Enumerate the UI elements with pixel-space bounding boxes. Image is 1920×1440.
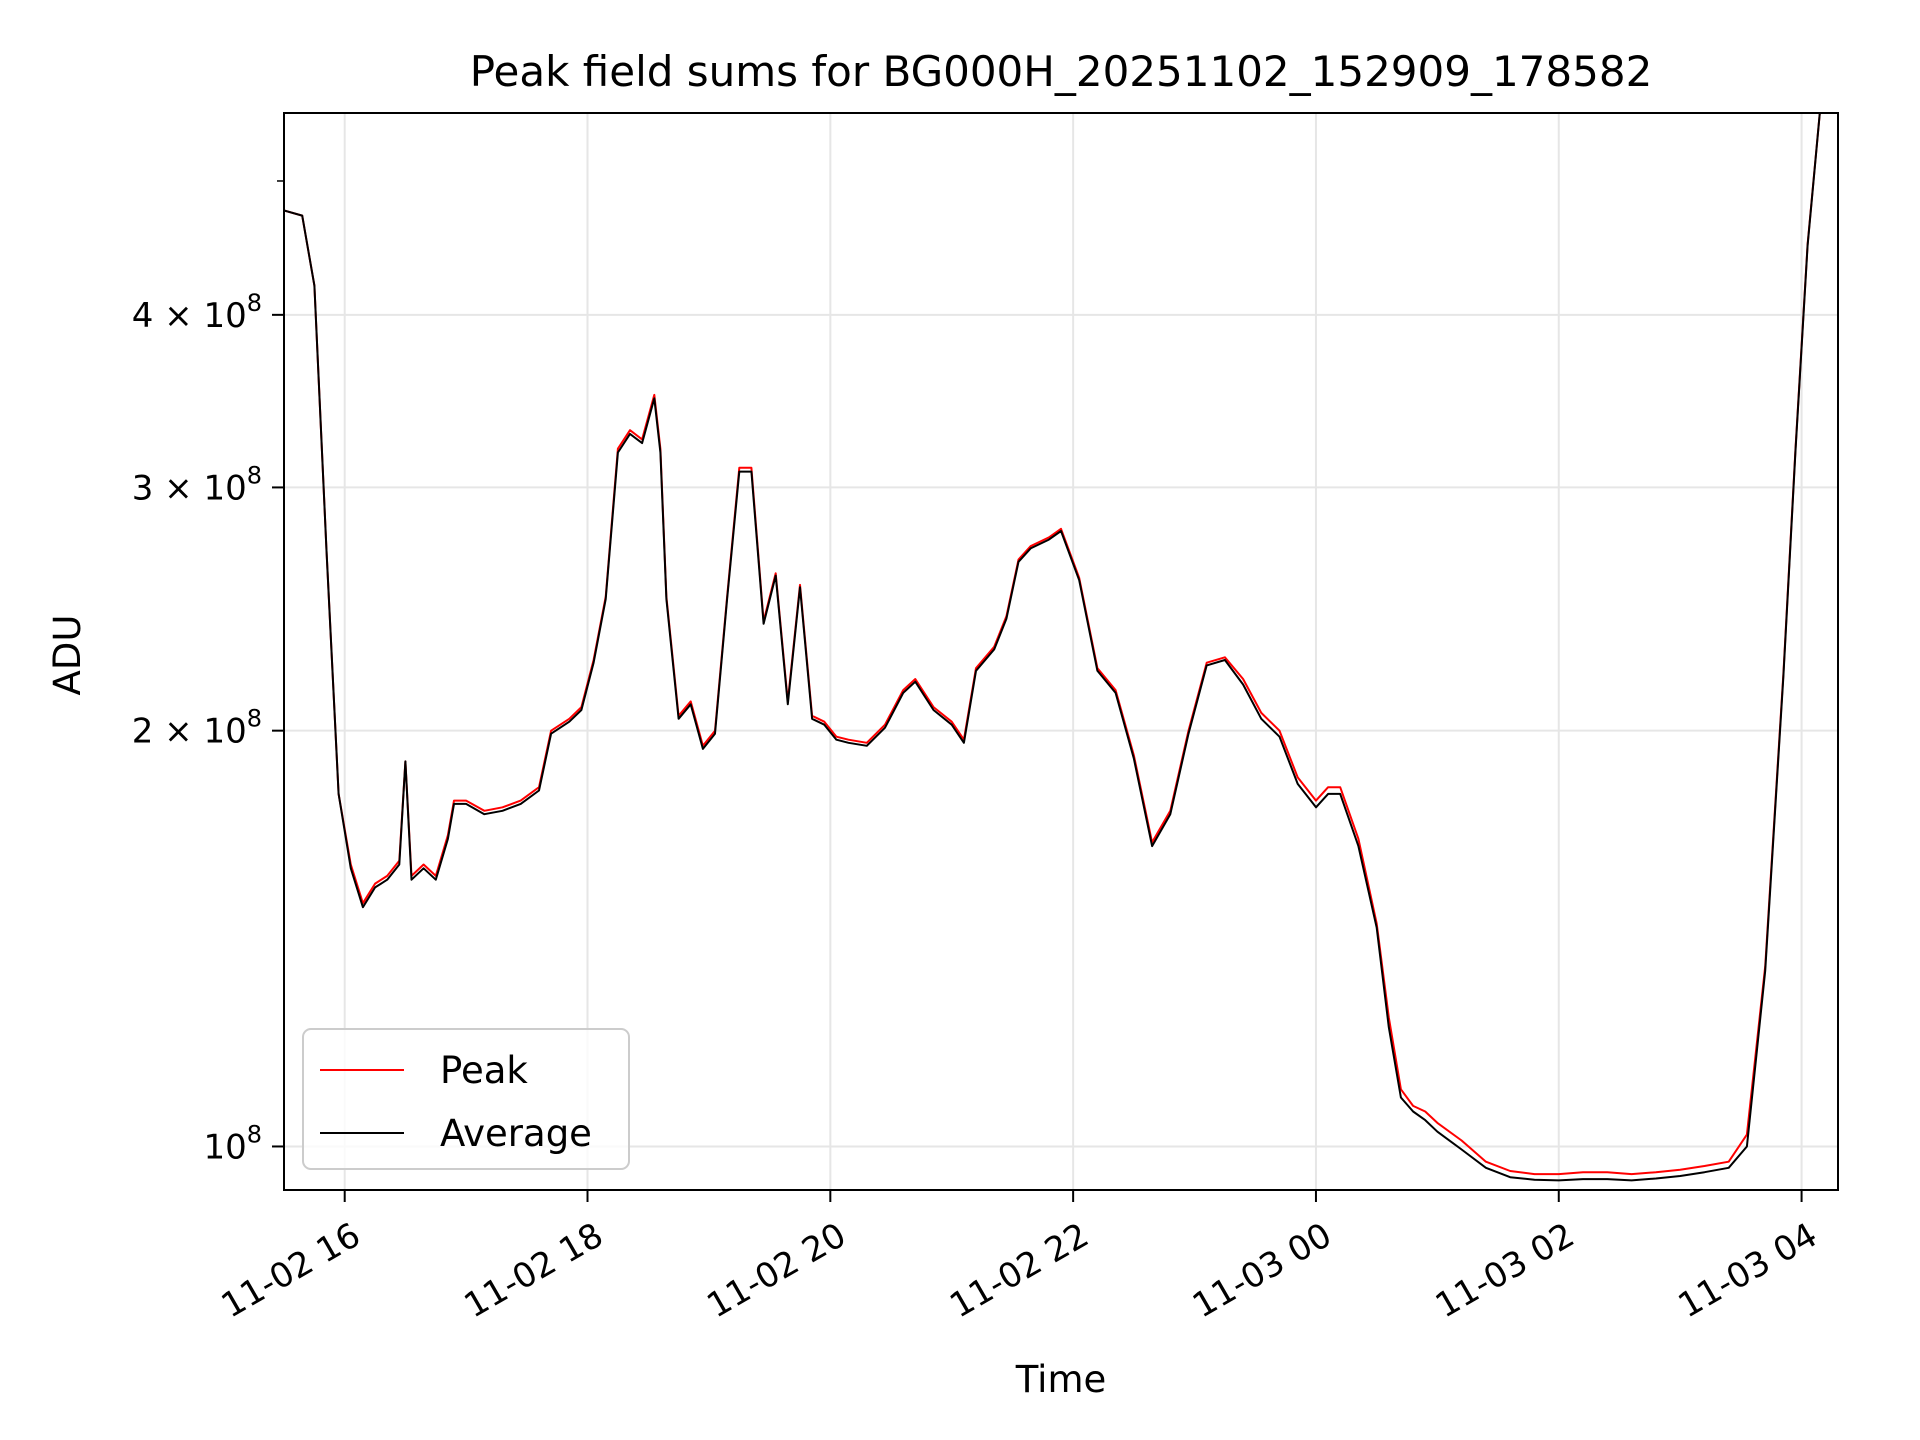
series-layer [284,113,1838,1182]
plot-frame [283,112,1839,1191]
x-axis-label: Time [1015,1358,1107,1401]
y-tick-base: 2 × 10 [132,712,247,752]
legend-label-average: Average [440,1112,592,1155]
y-tick-label: 108 [203,1120,262,1167]
y-tick-base: 4 × 10 [132,296,247,336]
y-tick-base: 3 × 10 [132,468,247,508]
y-tick-exponent: 8 [247,705,262,733]
chart-title: Peak field sums for BG000H_20251102_1529… [470,47,1653,96]
y-tick-exponent: 8 [247,1120,262,1148]
grid [284,113,1838,1190]
legend: Peak Average [302,1028,630,1170]
y-tick-label: 4 × 108 [132,289,262,336]
series-line-average [284,113,1838,1182]
y-axis-label: ADU [46,615,89,696]
y-tick-label: 3 × 108 [132,461,262,508]
y-tick-label: 2 × 108 [132,705,262,752]
y-tick-exponent: 8 [247,289,262,317]
y-tick-exponent: 8 [247,461,262,489]
legend-label-peak: Peak [440,1049,528,1092]
y-tick-base: 10 [203,1127,246,1167]
series-line-peak [284,113,1838,1176]
